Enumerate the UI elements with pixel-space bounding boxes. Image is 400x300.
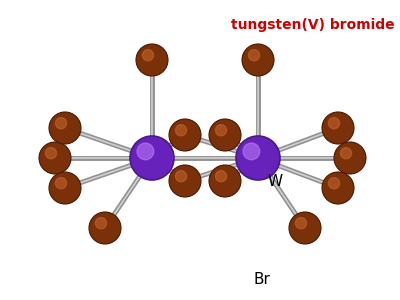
- Text: W: W: [268, 174, 283, 189]
- Circle shape: [322, 172, 354, 204]
- Circle shape: [169, 165, 201, 197]
- Circle shape: [142, 50, 154, 61]
- Circle shape: [328, 118, 340, 129]
- Circle shape: [137, 143, 154, 160]
- Circle shape: [39, 142, 71, 174]
- Circle shape: [236, 136, 280, 180]
- Circle shape: [130, 136, 174, 180]
- Circle shape: [55, 118, 66, 129]
- Circle shape: [209, 165, 241, 197]
- Circle shape: [322, 112, 354, 144]
- Circle shape: [49, 112, 81, 144]
- Circle shape: [295, 218, 307, 229]
- Text: Br: Br: [254, 272, 270, 287]
- Circle shape: [169, 119, 201, 151]
- Circle shape: [215, 171, 227, 182]
- Circle shape: [46, 148, 57, 159]
- Text: tungsten(V) bromide: tungsten(V) bromide: [231, 18, 395, 32]
- Circle shape: [136, 44, 168, 76]
- Circle shape: [55, 178, 66, 189]
- Circle shape: [89, 212, 121, 244]
- Circle shape: [328, 178, 340, 189]
- Circle shape: [243, 143, 260, 160]
- Circle shape: [96, 218, 106, 229]
- Circle shape: [340, 148, 352, 159]
- Circle shape: [215, 124, 227, 136]
- Circle shape: [334, 142, 366, 174]
- Circle shape: [242, 44, 274, 76]
- Circle shape: [289, 212, 321, 244]
- Circle shape: [49, 172, 81, 204]
- Circle shape: [175, 171, 187, 182]
- Circle shape: [175, 124, 187, 136]
- Circle shape: [248, 50, 260, 61]
- Circle shape: [209, 119, 241, 151]
